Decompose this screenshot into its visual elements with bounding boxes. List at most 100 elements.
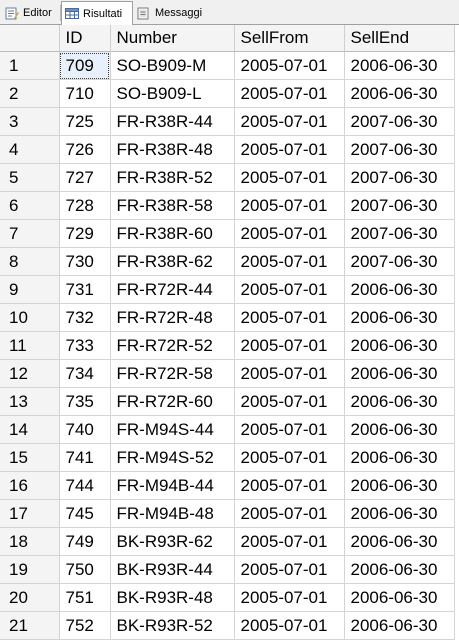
number-cell[interactable]: FR-R38R-44	[110, 107, 235, 136]
sellend-cell[interactable]: 2006-06-30	[344, 555, 455, 584]
id-cell[interactable]: 728	[59, 191, 111, 220]
table-row[interactable]: 5 727 FR-R38R-52 2005-07-01 2007-06-30	[0, 163, 455, 192]
table-row[interactable]: 17 745 FR-M94B-48 2005-07-01 2006-06-30	[0, 499, 455, 528]
sellend-cell[interactable]: 2007-06-30	[344, 219, 455, 248]
row-number-cell[interactable]: 1	[0, 51, 60, 80]
number-cell[interactable]: BK-R93R-62	[110, 527, 235, 556]
id-cell[interactable]: 752	[59, 611, 111, 640]
id-cell[interactable]: 750	[59, 555, 111, 584]
number-cell[interactable]: BK-R93R-52	[110, 611, 235, 640]
tab-results[interactable]: Risultati	[61, 1, 133, 25]
number-cell[interactable]: FR-M94B-44	[110, 471, 235, 500]
table-row[interactable]: 2 710 SO-B909-L 2005-07-01 2006-06-30	[0, 79, 455, 108]
sellend-cell[interactable]: 2007-06-30	[344, 163, 455, 192]
sellfrom-cell[interactable]: 2005-07-01	[234, 303, 345, 332]
sellfrom-cell[interactable]: 2005-07-01	[234, 443, 345, 472]
table-row[interactable]: 18 749 BK-R93R-62 2005-07-01 2006-06-30	[0, 527, 455, 556]
id-cell[interactable]: 749	[59, 527, 111, 556]
row-number-cell[interactable]: 12	[0, 359, 60, 388]
sellfrom-cell[interactable]: 2005-07-01	[234, 275, 345, 304]
table-row[interactable]: 13 735 FR-R72R-60 2005-07-01 2006-06-30	[0, 387, 455, 416]
sellend-cell[interactable]: 2006-06-30	[344, 331, 455, 360]
sellfrom-cell[interactable]: 2005-07-01	[234, 611, 345, 640]
row-number-cell[interactable]: 16	[0, 471, 60, 500]
id-cell[interactable]: 751	[59, 583, 111, 612]
table-row[interactable]: 1 709 SO-B909-M 2005-07-01 2006-06-30	[0, 51, 455, 80]
row-number-cell[interactable]: 2	[0, 79, 60, 108]
sellfrom-cell[interactable]: 2005-07-01	[234, 471, 345, 500]
sellfrom-cell[interactable]: 2005-07-01	[234, 359, 345, 388]
sellend-cell[interactable]: 2006-06-30	[344, 415, 455, 444]
number-cell[interactable]: FR-M94B-48	[110, 499, 235, 528]
table-row[interactable]: 21 752 BK-R93R-52 2005-07-01 2006-06-30	[0, 611, 455, 640]
sellfrom-cell[interactable]: 2005-07-01	[234, 555, 345, 584]
row-number-cell[interactable]: 18	[0, 527, 60, 556]
number-cell[interactable]: BK-R93R-44	[110, 555, 235, 584]
number-cell[interactable]: FR-R72R-44	[110, 275, 235, 304]
row-number-cell[interactable]: 3	[0, 107, 60, 136]
sellend-cell[interactable]: 2006-06-30	[344, 359, 455, 388]
number-cell[interactable]: FR-R38R-62	[110, 247, 235, 276]
sellfrom-cell[interactable]: 2005-07-01	[234, 107, 345, 136]
row-number-header[interactable]	[0, 25, 60, 52]
sellend-cell[interactable]: 2006-06-30	[344, 303, 455, 332]
id-cell[interactable]: 725	[59, 107, 111, 136]
sellend-cell[interactable]: 2006-06-30	[344, 387, 455, 416]
sellend-cell[interactable]: 2006-06-30	[344, 583, 455, 612]
table-row[interactable]: 6 728 FR-R38R-58 2005-07-01 2007-06-30	[0, 191, 455, 220]
row-number-cell[interactable]: 19	[0, 555, 60, 584]
table-row[interactable]: 20 751 BK-R93R-48 2005-07-01 2006-06-30	[0, 583, 455, 612]
id-cell[interactable]: 744	[59, 471, 111, 500]
sellend-cell[interactable]: 2007-06-30	[344, 135, 455, 164]
row-number-cell[interactable]: 14	[0, 415, 60, 444]
row-number-cell[interactable]: 7	[0, 219, 60, 248]
sellfrom-cell[interactable]: 2005-07-01	[234, 331, 345, 360]
id-cell[interactable]: 735	[59, 387, 111, 416]
row-number-cell[interactable]: 11	[0, 331, 60, 360]
id-cell[interactable]: 731	[59, 275, 111, 304]
sellfrom-cell[interactable]: 2005-07-01	[234, 163, 345, 192]
sellfrom-cell[interactable]: 2005-07-01	[234, 387, 345, 416]
row-number-cell[interactable]: 9	[0, 275, 60, 304]
number-cell[interactable]: FR-R38R-52	[110, 163, 235, 192]
row-number-cell[interactable]: 17	[0, 499, 60, 528]
number-cell[interactable]: FR-R72R-52	[110, 331, 235, 360]
sellfrom-cell[interactable]: 2005-07-01	[234, 79, 345, 108]
table-row[interactable]: 3 725 FR-R38R-44 2005-07-01 2007-06-30	[0, 107, 455, 136]
sellend-cell[interactable]: 2006-06-30	[344, 51, 455, 80]
id-cell[interactable]: 745	[59, 499, 111, 528]
sellfrom-cell[interactable]: 2005-07-01	[234, 51, 345, 80]
column-header-number[interactable]: Number	[110, 25, 235, 52]
column-header-sellfrom[interactable]: SellFrom	[234, 25, 345, 52]
sellend-cell[interactable]: 2007-06-30	[344, 107, 455, 136]
sellfrom-cell[interactable]: 2005-07-01	[234, 415, 345, 444]
table-row[interactable]: 19 750 BK-R93R-44 2005-07-01 2006-06-30	[0, 555, 455, 584]
table-row[interactable]: 9 731 FR-R72R-44 2005-07-01 2006-06-30	[0, 275, 455, 304]
sellfrom-cell[interactable]: 2005-07-01	[234, 247, 345, 276]
number-cell[interactable]: FR-M94S-52	[110, 443, 235, 472]
table-row[interactable]: 16 744 FR-M94B-44 2005-07-01 2006-06-30	[0, 471, 455, 500]
number-cell[interactable]: FR-R72R-60	[110, 387, 235, 416]
sellfrom-cell[interactable]: 2005-07-01	[234, 583, 345, 612]
number-cell[interactable]: SO-B909-M	[110, 51, 235, 80]
row-number-cell[interactable]: 8	[0, 247, 60, 276]
row-number-cell[interactable]: 13	[0, 387, 60, 416]
number-cell[interactable]: SO-B909-L	[110, 79, 235, 108]
id-cell[interactable]: 733	[59, 331, 111, 360]
table-row[interactable]: 14 740 FR-M94S-44 2005-07-01 2006-06-30	[0, 415, 455, 444]
sellend-cell[interactable]: 2006-06-30	[344, 527, 455, 556]
table-row[interactable]: 12 734 FR-R72R-58 2005-07-01 2006-06-30	[0, 359, 455, 388]
number-cell[interactable]: FR-R38R-60	[110, 219, 235, 248]
number-cell[interactable]: BK-R93R-48	[110, 583, 235, 612]
id-cell[interactable]: 734	[59, 359, 111, 388]
id-cell[interactable]: 729	[59, 219, 111, 248]
id-cell[interactable]: 726	[59, 135, 111, 164]
number-cell[interactable]: FR-R72R-58	[110, 359, 235, 388]
column-header-sellend[interactable]: SellEnd	[344, 25, 455, 52]
table-row[interactable]: 15 741 FR-M94S-52 2005-07-01 2006-06-30	[0, 443, 455, 472]
sellfrom-cell[interactable]: 2005-07-01	[234, 135, 345, 164]
number-cell[interactable]: FR-R38R-58	[110, 191, 235, 220]
table-row[interactable]: 7 729 FR-R38R-60 2005-07-01 2007-06-30	[0, 219, 455, 248]
row-number-cell[interactable]: 20	[0, 583, 60, 612]
number-cell[interactable]: FR-R72R-48	[110, 303, 235, 332]
